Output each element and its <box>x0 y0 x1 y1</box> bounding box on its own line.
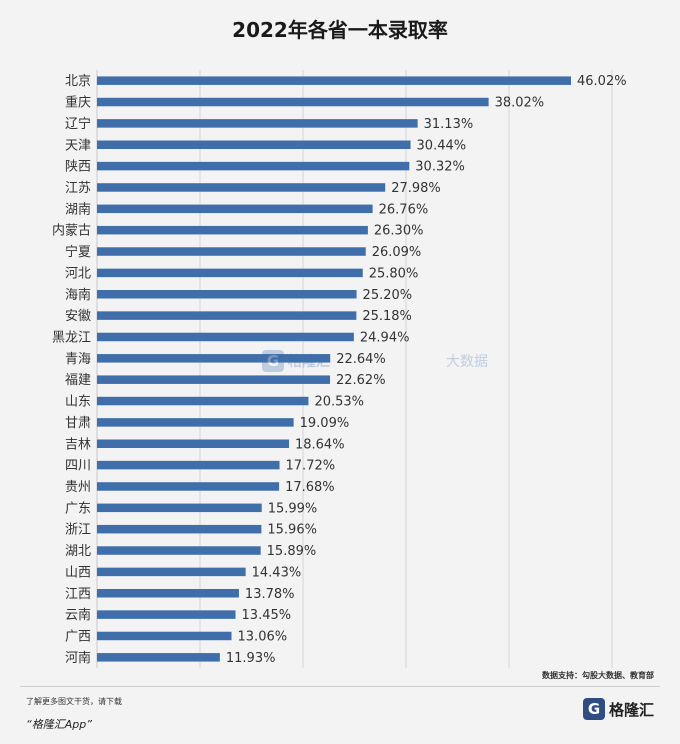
data-label: 14.43% <box>252 565 302 580</box>
category-label: 海南 <box>65 287 91 303</box>
category-label: 山东 <box>65 395 91 410</box>
data-label: 38.02% <box>495 96 545 111</box>
bar <box>97 482 280 491</box>
category-label: 湖北 <box>65 544 91 559</box>
data-label: 26.76% <box>379 202 429 217</box>
category-label: 云南 <box>65 607 91 623</box>
bar <box>97 546 261 555</box>
bar <box>97 503 262 513</box>
bar-chart: 北京 46.02% 重庆 38.02% 辽宁 31.13% 天津 30.44% 陕西 30.32%… <box>52 70 627 668</box>
data-label: 15.89% <box>267 544 317 559</box>
category-label: 四川 <box>65 459 91 474</box>
category-label: 河北 <box>65 266 91 281</box>
data-label: 15.96% <box>267 523 317 538</box>
bar <box>97 332 354 342</box>
watermark-logo-icon: G <box>262 350 284 372</box>
bar <box>97 76 572 85</box>
watermark-brand: 格隆汇 <box>288 354 330 370</box>
data-label: 19.09% <box>300 416 350 431</box>
category-label: 山西 <box>65 565 91 580</box>
footer-note: 了解更多图文干货，请下载 <box>26 697 122 706</box>
bar <box>97 653 220 662</box>
data-label: 22.64% <box>336 352 386 367</box>
bar <box>97 589 239 598</box>
bar <box>97 439 289 448</box>
data-label: 25.20% <box>363 288 413 303</box>
data-label: 25.80% <box>369 266 419 281</box>
bar <box>97 204 373 214</box>
data-label: 15.99% <box>268 501 318 516</box>
category-label: 湖南 <box>65 201 91 217</box>
bar <box>97 161 410 171</box>
category-label: 广西 <box>65 629 91 644</box>
bar <box>97 311 357 320</box>
data-label: 25.18% <box>362 309 412 324</box>
data-label: 11.93% <box>226 651 276 666</box>
bar <box>97 268 363 278</box>
bar <box>97 375 330 384</box>
brand-logo-icon: G <box>582 698 605 720</box>
category-label: 浙江 <box>65 523 91 538</box>
footer-app-name: “格隆汇App” <box>26 718 92 731</box>
category-label: 吉林 <box>65 437 91 452</box>
category-label: 北京 <box>65 74 91 89</box>
bar <box>97 140 411 149</box>
data-label: 26.30% <box>374 224 424 239</box>
footer-divider <box>20 686 660 687</box>
bar <box>97 418 294 427</box>
watermark: G 格隆汇 大数据 <box>262 350 488 372</box>
bar <box>97 610 236 619</box>
data-label: 30.44% <box>417 138 467 153</box>
category-label: 青海 <box>65 352 91 367</box>
category-label: 黑龙江 <box>52 330 91 345</box>
data-label: 13.78% <box>245 587 295 602</box>
chart-title: 2022年各省一本录取率 <box>232 18 448 42</box>
category-label: 宁夏 <box>65 244 91 260</box>
watermark-suffix: 大数据 <box>446 354 488 370</box>
category-label: 安徽 <box>65 309 91 324</box>
data-label: 17.72% <box>286 459 336 474</box>
brand-logo: G 格隆汇 <box>582 698 654 720</box>
data-label: 27.98% <box>391 181 441 196</box>
category-label: 辽宁 <box>65 116 91 132</box>
bar <box>97 524 262 534</box>
bar <box>97 396 309 406</box>
bar <box>97 567 246 577</box>
bar <box>97 119 418 128</box>
data-label: 13.45% <box>242 608 292 623</box>
data-label: 46.02% <box>577 74 627 89</box>
category-label: 内蒙古 <box>52 223 91 239</box>
data-label: 31.13% <box>424 117 474 132</box>
data-label: 24.94% <box>360 330 410 345</box>
data-label: 30.32% <box>415 160 465 175</box>
category-label: 贵州 <box>65 480 91 495</box>
category-label: 重庆 <box>65 95 91 111</box>
data-label: 20.53% <box>314 395 364 410</box>
category-label: 广东 <box>65 501 91 516</box>
bar <box>97 247 366 256</box>
bar <box>97 225 368 235</box>
category-label: 河南 <box>65 650 91 666</box>
bar-layer <box>97 76 572 662</box>
bar <box>97 183 386 192</box>
category-label: 福建 <box>65 373 91 388</box>
category-label: 天津 <box>65 138 91 153</box>
category-label: 甘肃 <box>65 416 91 431</box>
category-label: 江苏 <box>65 180 91 196</box>
data-label: 13.06% <box>238 629 288 644</box>
bar <box>97 354 331 363</box>
data-label: 17.68% <box>285 480 335 495</box>
bar <box>97 97 489 107</box>
source-note: 数据支持：勾股大数据、教育部 <box>542 671 654 680</box>
label-layer: 北京 46.02% 重庆 38.02% 辽宁 31.13% 天津 30.44% 陕西 30.32%… <box>52 74 627 666</box>
bar <box>97 460 280 470</box>
category-label: 江西 <box>65 587 91 602</box>
bar <box>97 631 232 641</box>
brand-name: 格隆汇 <box>608 700 654 719</box>
bar <box>97 290 357 299</box>
data-label: 26.09% <box>372 245 422 260</box>
data-label: 22.62% <box>336 373 386 388</box>
data-label: 18.64% <box>295 437 345 452</box>
category-label: 陕西 <box>65 160 91 175</box>
